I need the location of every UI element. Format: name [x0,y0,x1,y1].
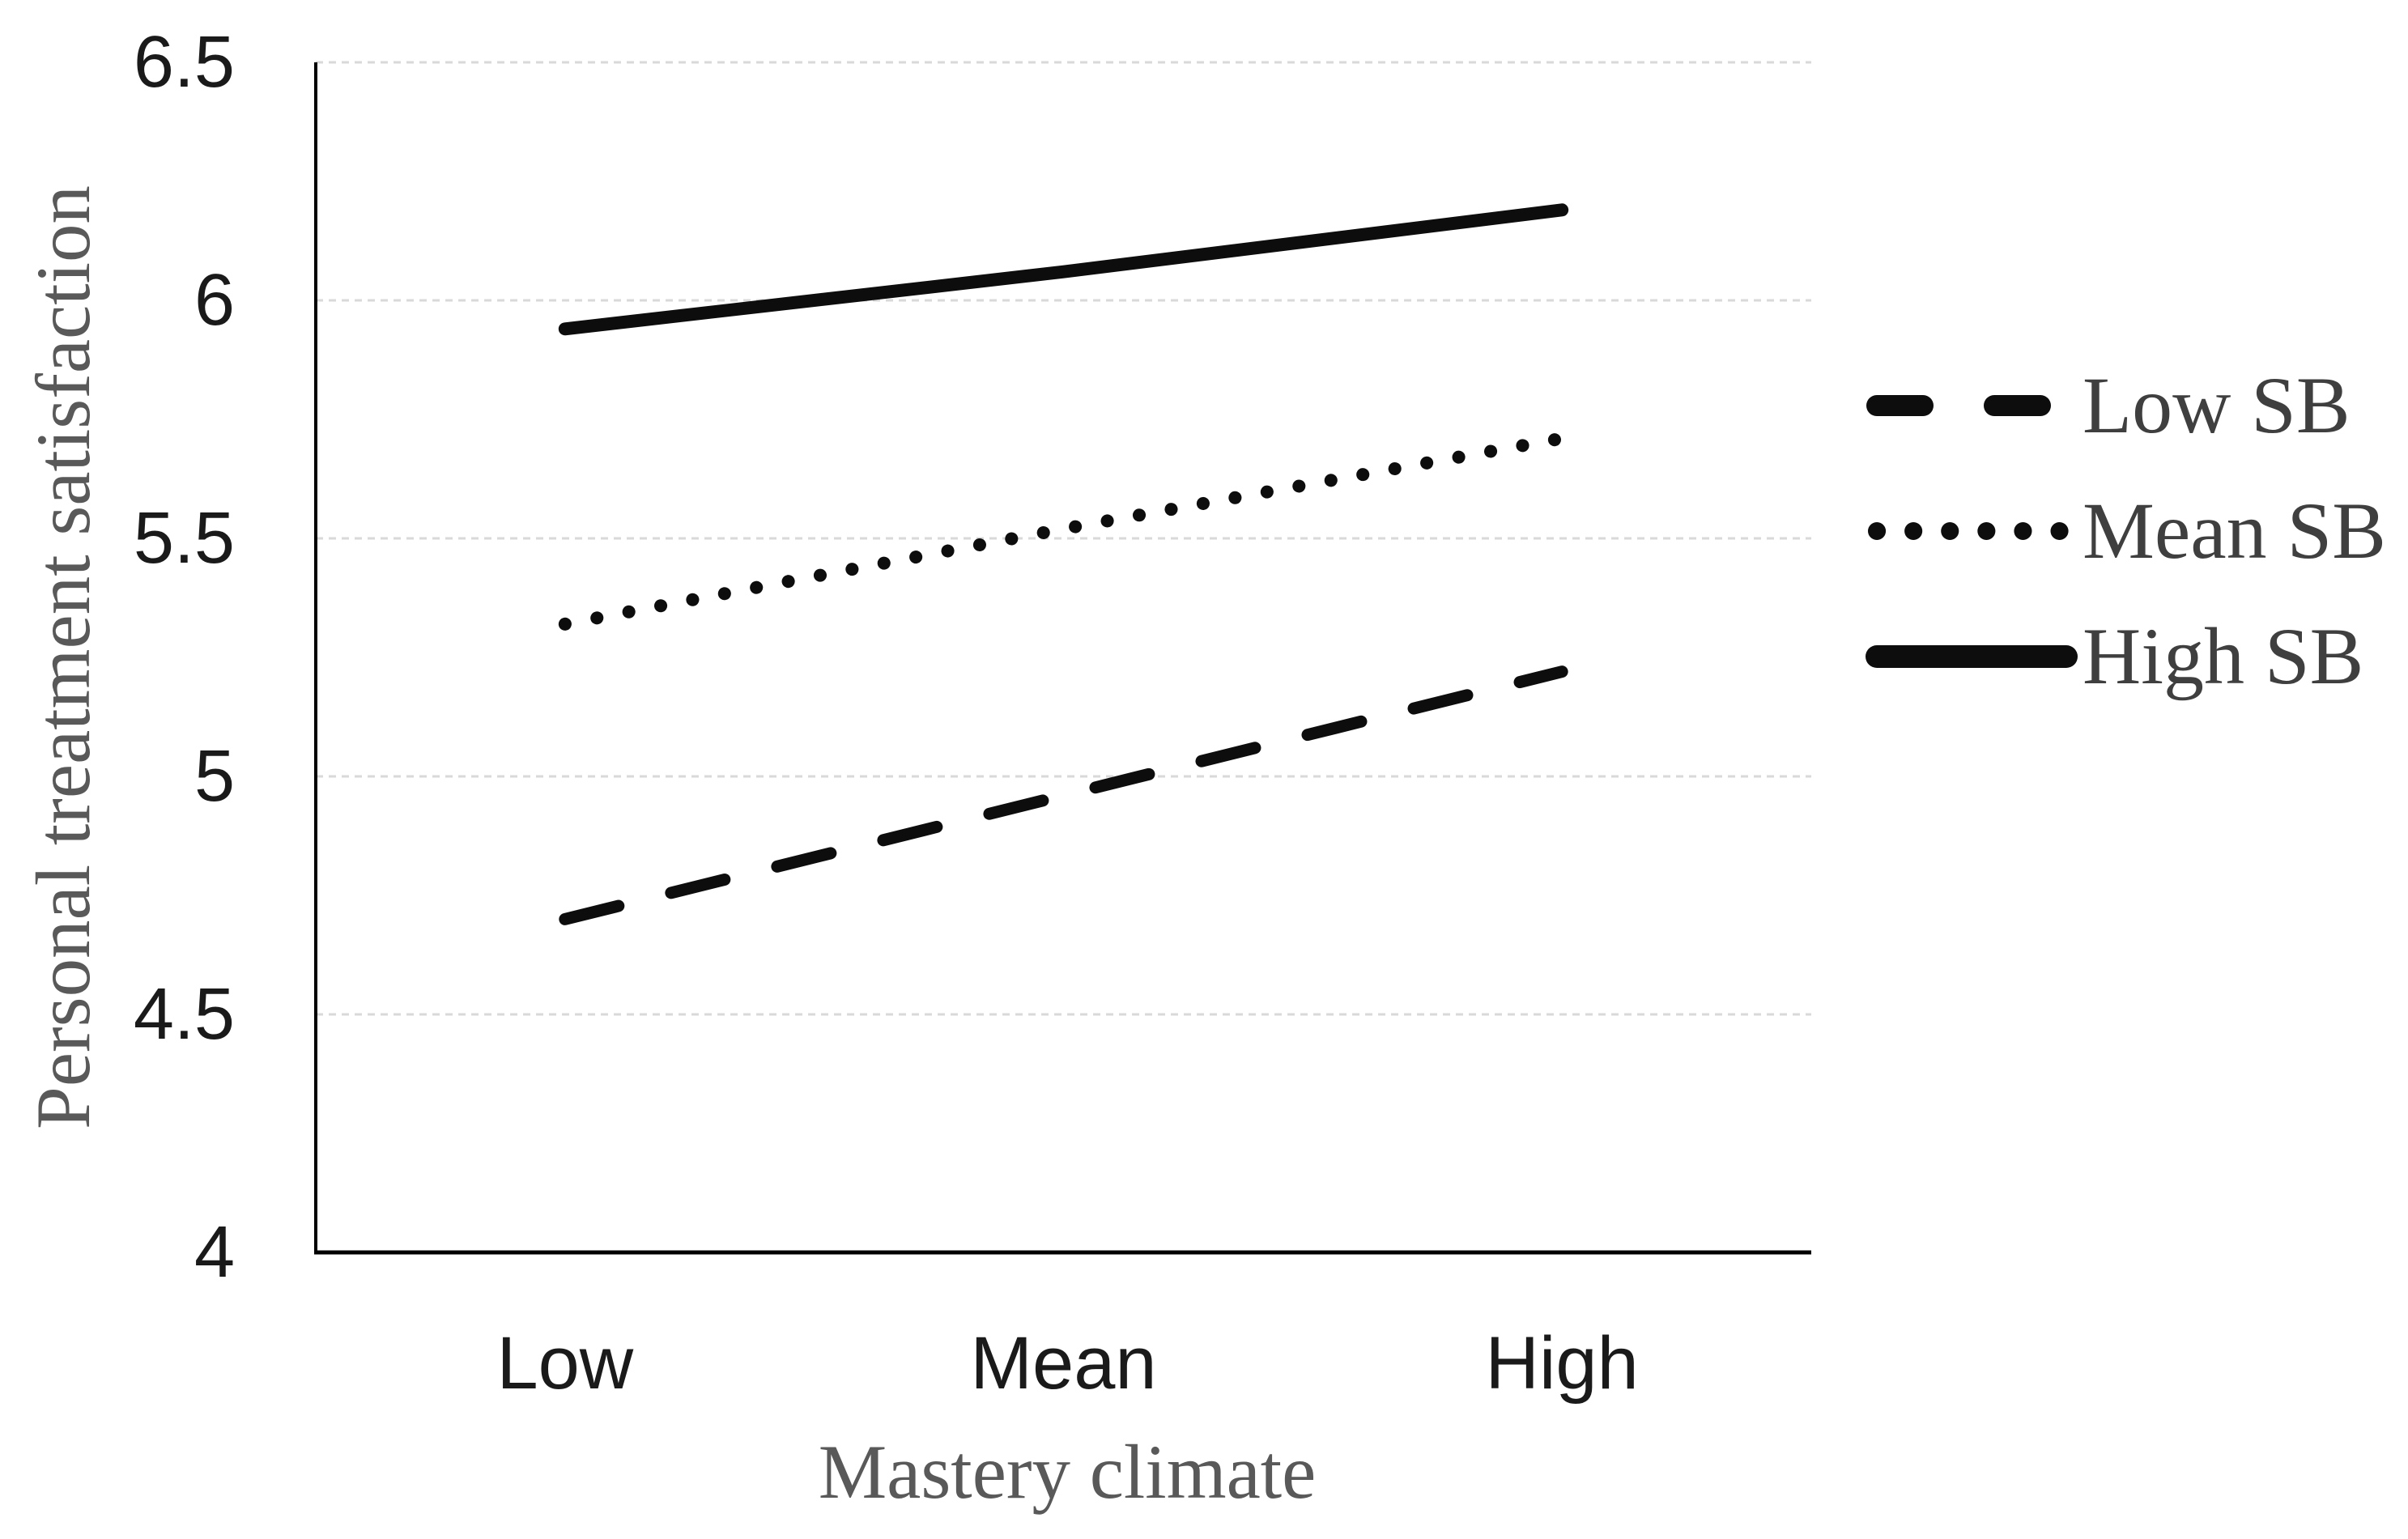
y-tick-label-5: 5 [194,736,235,817]
y-tick-label-6.5: 6.5 [133,22,235,103]
legend-label-mean-sb: Mean SB [2083,486,2386,576]
y-tick-label-4: 4 [194,1212,235,1293]
series-line-low-sb [559,665,1568,925]
y-tick-label-4.5: 4.5 [133,974,235,1055]
x-tick-label-mean: Mean [970,1322,1157,1405]
series-line-high-sb [558,203,1569,336]
y-tick-label-5.5: 5.5 [133,498,235,579]
legend-label-high-sb: High SB [2083,611,2364,701]
x-tick-label-low: Low [496,1322,634,1405]
x-tick-label-high: High [1485,1322,1639,1405]
x-axis-title: Mastery climate [818,1429,1317,1515]
legend-label-low-sb: Low SB [2083,360,2351,450]
series-line-mean-sb [558,432,1569,631]
y-tick-label-6: 6 [194,260,235,341]
